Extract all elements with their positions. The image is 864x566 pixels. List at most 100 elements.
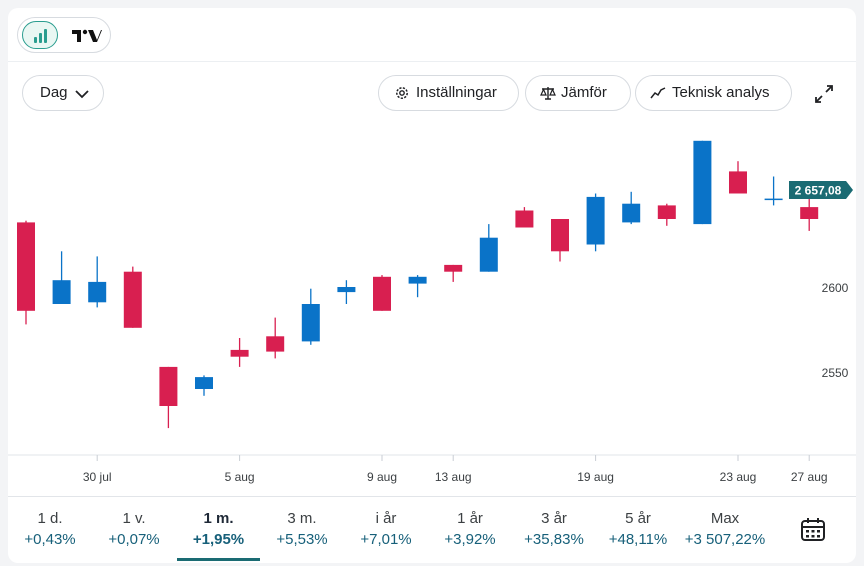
bar-chart-toggle[interactable] xyxy=(22,21,58,49)
technical-analysis-button[interactable]: Teknisk analys xyxy=(635,75,792,111)
chart-type-bar xyxy=(8,8,856,62)
chart-source-toggle xyxy=(17,17,111,53)
compare-button[interactable]: Jämför xyxy=(525,75,631,111)
candle xyxy=(337,280,356,304)
period-name: 3 m. xyxy=(287,510,317,527)
candle-body xyxy=(800,207,819,219)
candle-body xyxy=(301,304,320,342)
candle xyxy=(373,275,391,311)
candle-body xyxy=(88,281,107,303)
candle xyxy=(195,375,213,396)
candle xyxy=(266,317,285,359)
candle xyxy=(729,161,747,194)
candlestick-chart[interactable]: 30 jul 5 aug 9 aug 13 aug 19 aug 23 aug 27 aug… xyxy=(8,120,856,495)
candle-body xyxy=(622,203,641,223)
candle-body xyxy=(159,366,178,406)
candle xyxy=(88,256,107,308)
candle-body xyxy=(52,280,71,304)
candle-body xyxy=(337,287,356,293)
candle xyxy=(408,275,427,298)
candle xyxy=(17,220,35,325)
period-option[interactable]: 3 m. +5,53% xyxy=(260,497,344,563)
candle-body xyxy=(586,196,605,245)
interval-label: Dag xyxy=(40,84,68,101)
candle-body xyxy=(693,140,712,225)
active-period-underline xyxy=(177,558,260,561)
x-tick-label: 19 aug xyxy=(577,470,614,484)
compare-label: Jämför xyxy=(561,84,607,101)
candle-body xyxy=(729,171,747,194)
x-tick-label: 9 aug xyxy=(367,470,397,484)
candle xyxy=(301,288,320,345)
tradingview-toggle[interactable] xyxy=(66,22,106,50)
candle xyxy=(693,140,712,225)
period-change: +0,43% xyxy=(24,531,76,548)
candle-body xyxy=(230,349,249,357)
technical-analysis-label: Teknisk analys xyxy=(672,84,770,101)
candle-body xyxy=(17,222,35,311)
period-option[interactable]: i år +7,01% xyxy=(344,497,428,563)
candle xyxy=(159,366,178,429)
scale-icon xyxy=(540,87,556,100)
period-change: +3 507,22% xyxy=(684,531,766,548)
line-chart-icon xyxy=(650,87,666,99)
settings-label: Inställningar xyxy=(416,84,497,101)
candle-body xyxy=(123,271,142,328)
candle xyxy=(622,191,641,225)
period-option[interactable]: Max +3 507,22% xyxy=(680,497,770,563)
x-tick-label: 23 aug xyxy=(720,470,757,484)
candle-body xyxy=(266,336,285,352)
period-name: 3 år xyxy=(541,510,567,527)
candle-body xyxy=(657,205,676,219)
candle xyxy=(551,219,569,262)
period-option[interactable]: 1 år +3,92% xyxy=(428,497,512,563)
candle-body xyxy=(444,264,463,272)
candle-body xyxy=(408,276,427,284)
last-price-tag xyxy=(789,180,853,199)
signal-bars-icon xyxy=(34,29,47,43)
period-selector: 1 d. +0,43% 1 v. +0,07% 1 m. +1,95% 3 m. +5,53%… xyxy=(8,496,856,563)
period-name: 1 m. xyxy=(203,510,234,527)
candle xyxy=(586,193,605,252)
period-change: +1,95% xyxy=(192,531,245,548)
period-name: Max xyxy=(710,510,740,527)
period-name: i år xyxy=(375,510,397,527)
x-tick-label: 13 aug xyxy=(435,470,472,484)
candle-body xyxy=(764,198,783,201)
candle-body xyxy=(515,210,534,228)
candle xyxy=(657,203,676,226)
gear-icon xyxy=(396,87,408,99)
candle xyxy=(764,176,783,206)
period-change: +5,53% xyxy=(276,531,328,548)
period-change: +0,07% xyxy=(108,531,160,548)
chevron-down-icon xyxy=(75,90,89,99)
period-option[interactable]: 3 år +35,83% xyxy=(512,497,596,563)
candle-body xyxy=(195,377,213,389)
period-change: +7,01% xyxy=(360,531,412,548)
candle xyxy=(230,338,249,367)
interval-dropdown[interactable]: Dag xyxy=(22,75,104,111)
candle xyxy=(52,251,71,304)
candle-body xyxy=(373,276,391,311)
x-tick-label: 5 aug xyxy=(225,470,255,484)
candle xyxy=(444,264,463,282)
y-tick-label: 2550 xyxy=(822,366,849,380)
expand-icon[interactable] xyxy=(813,83,835,105)
period-option[interactable]: 1 v. +0,07% xyxy=(92,497,176,563)
period-name: 1 d. xyxy=(37,510,63,527)
x-tick-label: 30 jul xyxy=(83,470,112,484)
period-option[interactable]: 1 d. +0,43% xyxy=(8,497,92,563)
calendar-icon[interactable] xyxy=(800,516,826,542)
period-change: +35,83% xyxy=(524,531,584,548)
tradingview-logo-icon xyxy=(72,29,102,42)
chart-widget: Dag Inställningar Jämför Teknisk analys xyxy=(8,8,856,563)
period-option[interactable]: 5 år +48,11% xyxy=(596,497,680,563)
candle xyxy=(479,224,498,272)
x-tick-label: 27 aug xyxy=(791,470,828,484)
settings-button[interactable]: Inställningar xyxy=(378,75,519,111)
candle-body xyxy=(479,237,498,272)
period-name: 1 v. xyxy=(122,510,146,527)
candle xyxy=(800,193,819,231)
candle-body xyxy=(551,219,569,252)
period-option[interactable]: 1 m. +1,95% xyxy=(177,497,260,563)
